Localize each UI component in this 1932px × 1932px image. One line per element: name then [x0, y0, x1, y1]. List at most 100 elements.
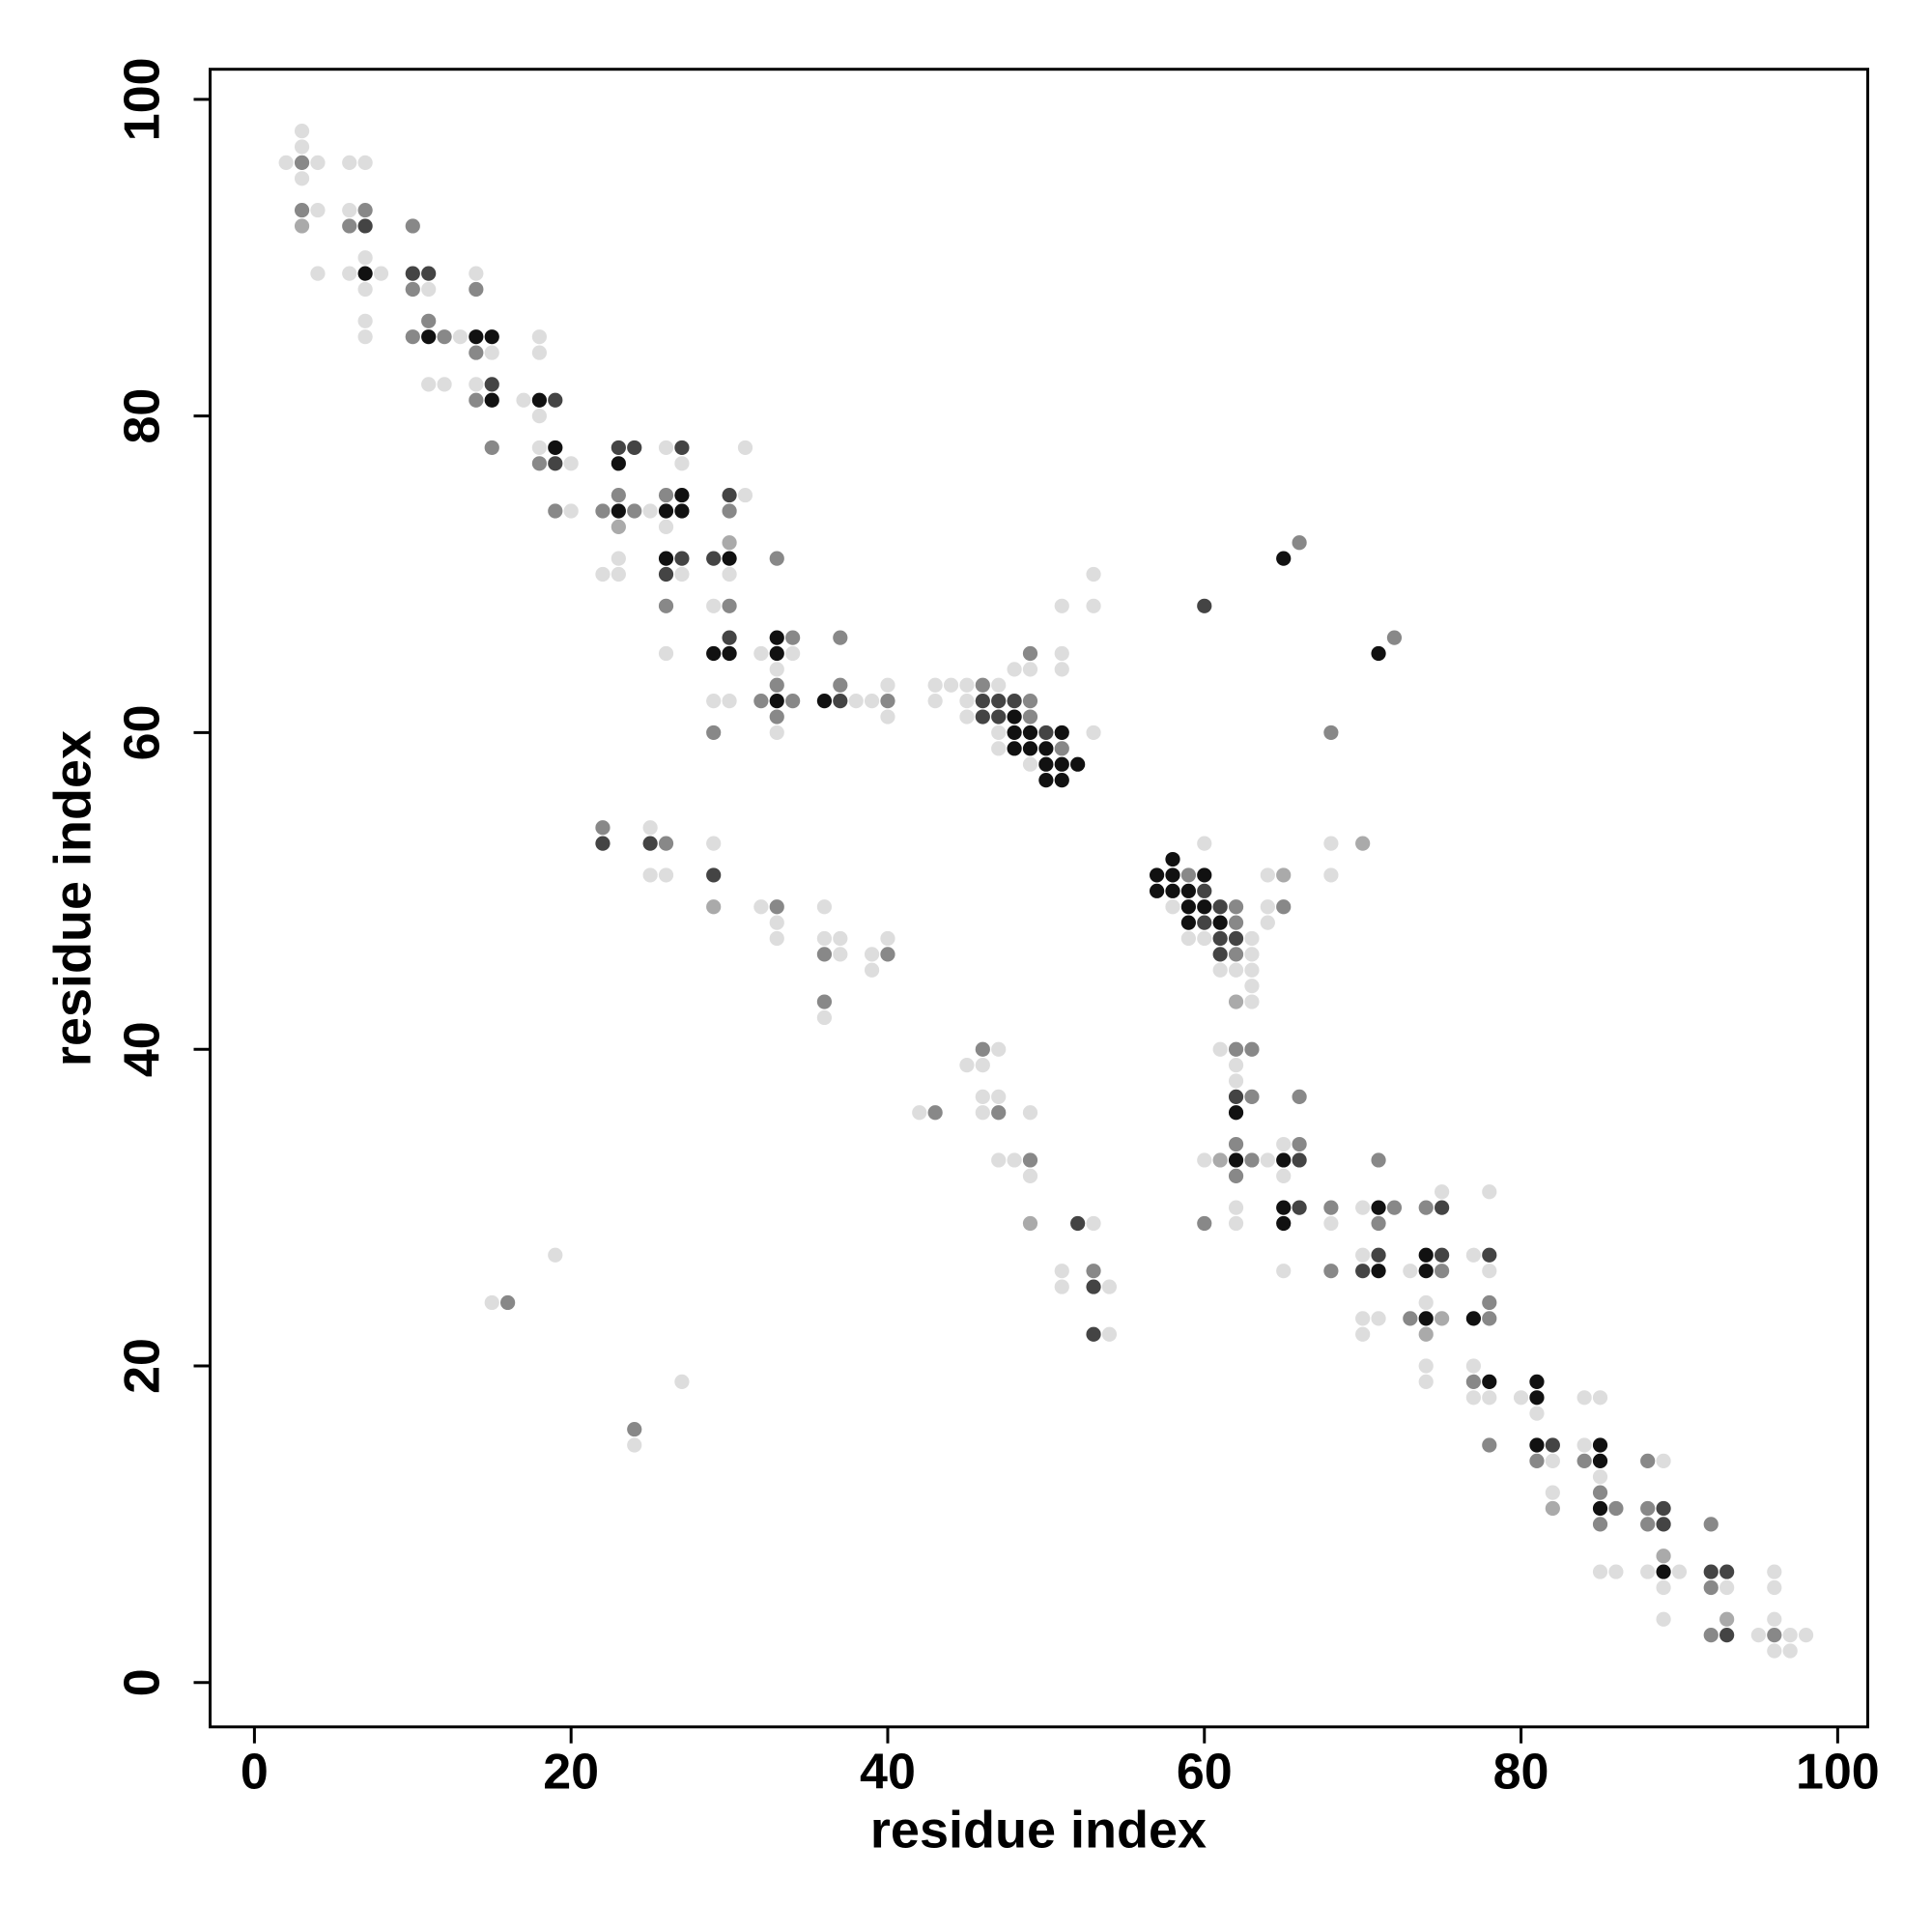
contact-point [1212, 947, 1228, 962]
contact-point [1592, 1390, 1608, 1406]
contact-point [959, 709, 975, 724]
x-tick-label: 100 [1796, 1744, 1880, 1800]
contact-point [1228, 1105, 1244, 1121]
contact-point [769, 551, 784, 566]
contact-point [1640, 1453, 1656, 1468]
contact-point [943, 677, 959, 693]
contact-point [1767, 1628, 1782, 1643]
contact-point [658, 440, 674, 456]
contact-point [1323, 867, 1339, 883]
contact-point [722, 630, 737, 645]
contact-point [1007, 662, 1022, 677]
contact-point [975, 1105, 990, 1121]
contact-point [1086, 724, 1101, 741]
contact-point [1007, 1152, 1022, 1168]
contact-point [1371, 1247, 1386, 1263]
contact-point [563, 503, 579, 519]
contact-point [405, 218, 420, 234]
contact-point [1212, 1041, 1228, 1057]
contact-point [1054, 756, 1069, 772]
contact-point [294, 171, 310, 186]
contact-point [310, 266, 326, 281]
contact-point [975, 677, 990, 693]
y-tick-label: 20 [115, 1338, 171, 1394]
contact-point [1435, 1200, 1450, 1215]
y-tick-label: 80 [115, 388, 171, 444]
contact-point [975, 694, 990, 709]
contact-point [927, 677, 943, 693]
contact-point [357, 281, 373, 298]
contact-point [706, 867, 722, 883]
contact-point [1244, 994, 1260, 1009]
contact-point [1086, 1279, 1101, 1294]
contact-point [469, 392, 484, 408]
contact-point [405, 266, 420, 281]
contact-point [1482, 1437, 1497, 1453]
contact-point [1465, 1247, 1481, 1263]
contact-point [975, 1058, 990, 1073]
contact-point [1228, 1058, 1244, 1073]
contact-point [1656, 1611, 1671, 1627]
contact-point [1798, 1628, 1814, 1643]
contact-point [1244, 1089, 1260, 1104]
contact-point [1054, 724, 1069, 741]
contact-point [1038, 724, 1054, 741]
contact-point [975, 1089, 990, 1104]
contact-point [1656, 1564, 1671, 1579]
contact-point [658, 598, 674, 613]
contact-point [1228, 994, 1244, 1009]
contact-point [1482, 1390, 1497, 1406]
contact-point [722, 598, 737, 613]
contact-point [1228, 1168, 1244, 1183]
contact-point [1292, 535, 1307, 551]
contact-point [294, 218, 310, 234]
contact-point [991, 741, 1007, 756]
contact-point [1228, 1136, 1244, 1152]
contact-point [1260, 867, 1275, 883]
contact-point [975, 1041, 990, 1057]
contact-point [516, 392, 531, 408]
contact-point [1782, 1628, 1798, 1643]
contact-point [548, 440, 563, 456]
contact-point [548, 392, 563, 408]
contact-point [310, 202, 326, 218]
contact-point [611, 440, 626, 456]
contact-point [1276, 551, 1292, 566]
contact-point [1054, 662, 1069, 677]
contact-point [674, 566, 690, 582]
contact-point [658, 645, 674, 662]
contact-point [469, 329, 484, 345]
contact-point [310, 155, 326, 170]
contact-point [1719, 1564, 1735, 1579]
contact-point [991, 1105, 1007, 1121]
contact-point [658, 487, 674, 503]
contact-point [1244, 962, 1260, 978]
contact-point [1228, 1089, 1244, 1104]
contact-point [991, 724, 1007, 741]
contact-point [1465, 1390, 1481, 1406]
contact-point [1767, 1643, 1782, 1659]
contact-point [658, 551, 674, 566]
contact-point [421, 329, 437, 345]
contact-point [1292, 1136, 1307, 1152]
contact-point [1703, 1517, 1719, 1532]
contact-point [1482, 1374, 1497, 1390]
contact-point [595, 820, 611, 836]
contact-point [1022, 694, 1038, 709]
contact-point [278, 155, 294, 170]
contact-point [1592, 1485, 1608, 1500]
contact-point [484, 377, 499, 392]
contact-point [1767, 1579, 1782, 1596]
contact-point [421, 266, 437, 281]
contact-point [1070, 1215, 1086, 1232]
contact-point [1577, 1390, 1592, 1406]
contact-point [706, 724, 722, 741]
contact-point [833, 677, 848, 693]
contact-point [1276, 867, 1292, 883]
contact-point [1592, 1500, 1608, 1517]
contact-point [1180, 915, 1196, 930]
contact-point [421, 281, 437, 298]
contact-point [1608, 1564, 1624, 1579]
contact-point [421, 377, 437, 392]
contact-point [769, 645, 784, 662]
